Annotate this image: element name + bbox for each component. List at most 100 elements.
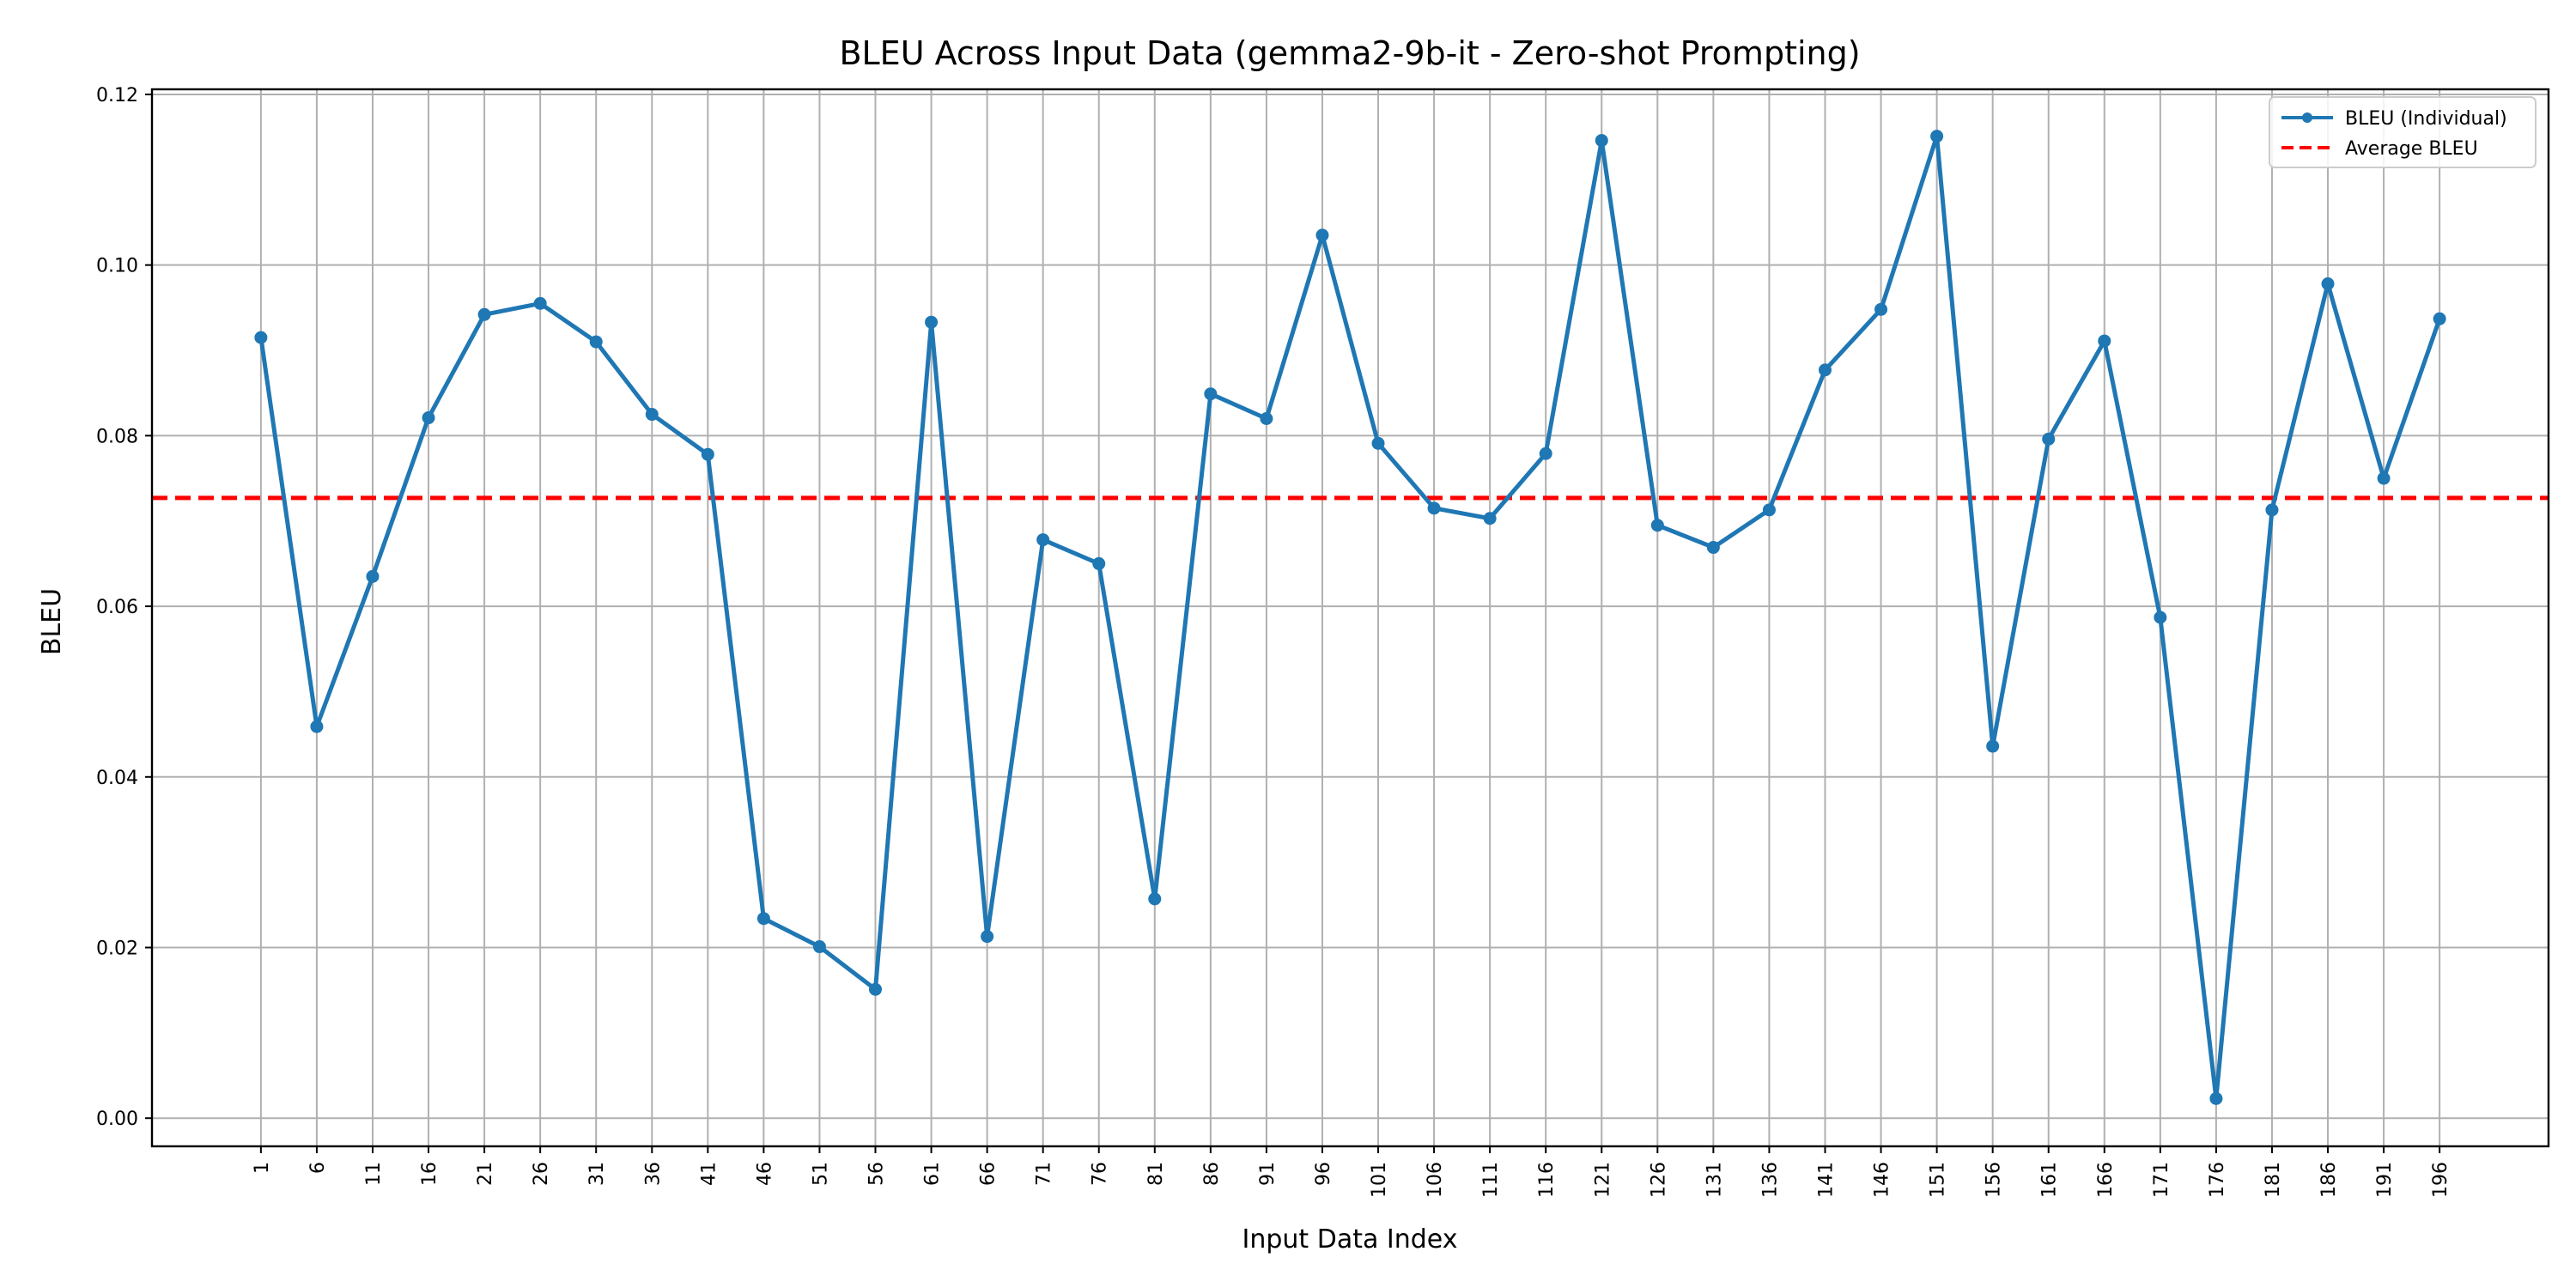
bleu-data-point bbox=[2154, 611, 2167, 624]
series-layer bbox=[254, 130, 2446, 1105]
x-tick-label: 81 bbox=[1145, 1162, 1167, 1186]
bleu-data-point bbox=[2377, 471, 2391, 485]
bleu-data-point bbox=[422, 411, 435, 425]
bleu-data-point bbox=[925, 315, 939, 329]
bleu-data-point bbox=[1427, 501, 1441, 515]
bleu-data-point bbox=[366, 569, 380, 583]
bleu-data-point bbox=[2098, 334, 2111, 348]
y-axis-ticks: 0.00 0.02 0.04 0.06 0.08 0.10 0.12 bbox=[96, 85, 152, 1130]
bleu-data-point bbox=[1650, 519, 1664, 532]
y-axis-title: BLEU bbox=[37, 588, 67, 655]
bleu-data-point bbox=[701, 447, 714, 461]
bleu-data-point bbox=[2042, 432, 2056, 446]
x-tick-label: 16 bbox=[419, 1162, 440, 1186]
x-tick-label: 156 bbox=[1984, 1162, 2005, 1198]
x-tick-label: 106 bbox=[1425, 1162, 1446, 1198]
bleu-data-point bbox=[1539, 447, 1552, 460]
grid bbox=[152, 89, 2549, 1146]
legend: BLEU (Individual) Average BLEU bbox=[2269, 96, 2537, 168]
bleu-data-point bbox=[2433, 312, 2446, 325]
bleu-data-point bbox=[1706, 541, 1720, 555]
bleu-data-point bbox=[477, 307, 491, 321]
x-tick-label: 66 bbox=[978, 1162, 999, 1186]
x-axis-title: Input Data Index bbox=[1242, 1224, 1458, 1255]
bleu-data-point bbox=[756, 912, 770, 926]
bleu-data-point bbox=[645, 408, 659, 422]
bleu-data-point bbox=[310, 720, 324, 733]
bleu-data-point bbox=[1986, 739, 2000, 753]
x-tick-label: 176 bbox=[2207, 1162, 2228, 1198]
x-tick-label: 91 bbox=[1257, 1162, 1279, 1186]
y-tick-label: 0.12 bbox=[96, 85, 138, 106]
x-tick-label: 21 bbox=[475, 1162, 496, 1186]
y-tick-label: 0.06 bbox=[96, 597, 138, 618]
x-tick-label: 6 bbox=[307, 1162, 329, 1174]
x-tick-label: 151 bbox=[1928, 1162, 1949, 1198]
plot-frame bbox=[150, 88, 2550, 1148]
bleu-data-point bbox=[1818, 363, 1832, 377]
bleu-data-point bbox=[1148, 892, 1162, 906]
x-tick-label: 171 bbox=[2151, 1162, 2172, 1198]
bleu-individual-line bbox=[258, 134, 2442, 1101]
bleu-data-point bbox=[981, 930, 994, 944]
bleu-data-point bbox=[1483, 512, 1497, 526]
bleu-data-point bbox=[589, 335, 603, 349]
x-tick-label: 101 bbox=[1369, 1162, 1390, 1198]
y-tick-label: 0.04 bbox=[96, 768, 138, 789]
x-tick-label: 56 bbox=[866, 1162, 888, 1186]
x-tick-label: 31 bbox=[586, 1162, 608, 1186]
legend-box bbox=[2269, 96, 2537, 168]
legend-label-average: Average BLEU bbox=[2345, 138, 2478, 160]
bleu-data-point bbox=[533, 296, 547, 310]
x-tick-label: 71 bbox=[1034, 1162, 1055, 1186]
bleu-data-point bbox=[1260, 412, 1273, 426]
legend-label-individual: BLEU (Individual) bbox=[2345, 108, 2507, 130]
x-tick-label: 126 bbox=[1648, 1162, 1669, 1198]
x-tick-label: 36 bbox=[642, 1162, 664, 1186]
bleu-data-point bbox=[2321, 277, 2335, 291]
x-tick-label: 191 bbox=[2374, 1162, 2396, 1198]
x-axis-ticks: 1 6 11 16 21 26 31 36 41 46 51 56 61 66 71 76 81 86 91 96 10… bbox=[252, 1146, 2451, 1198]
x-tick-label: 86 bbox=[1201, 1162, 1223, 1186]
x-tick-label: 121 bbox=[1592, 1162, 1613, 1198]
x-tick-label: 1 bbox=[252, 1162, 273, 1174]
x-tick-label: 26 bbox=[531, 1162, 552, 1186]
x-tick-label: 181 bbox=[2263, 1162, 2284, 1198]
y-tick-label: 0.10 bbox=[96, 256, 138, 277]
bleu-data-point bbox=[1315, 228, 1329, 242]
y-tick-label: 0.02 bbox=[96, 939, 138, 960]
x-tick-label: 51 bbox=[810, 1162, 831, 1186]
bleu-data-point bbox=[1371, 436, 1385, 450]
x-tick-label: 136 bbox=[1759, 1162, 1781, 1198]
bleu-data-point bbox=[1204, 387, 1218, 401]
x-tick-label: 41 bbox=[698, 1162, 720, 1186]
bleu-data-point bbox=[2265, 503, 2279, 517]
x-tick-label: 161 bbox=[2039, 1162, 2061, 1198]
x-tick-label: 116 bbox=[1536, 1162, 1558, 1198]
legend-marker-individual bbox=[2302, 112, 2312, 123]
bleu-data-point bbox=[1930, 130, 1944, 143]
x-tick-label: 11 bbox=[363, 1162, 385, 1186]
chart-title: BLEU Across Input Data (gemma2-9b-it - Z… bbox=[839, 34, 1860, 72]
x-tick-label: 76 bbox=[1090, 1162, 1111, 1186]
x-tick-label: 166 bbox=[2095, 1162, 2117, 1198]
bleu-data-point bbox=[1762, 503, 1776, 517]
bleu-data-point bbox=[869, 982, 883, 996]
bleu-data-point bbox=[1036, 533, 1050, 547]
bleu-data-point bbox=[1092, 556, 1106, 570]
y-tick-label: 0.08 bbox=[96, 426, 138, 447]
bleu-data-point bbox=[2209, 1091, 2223, 1105]
x-tick-label: 61 bbox=[922, 1162, 944, 1186]
bleu-data-point bbox=[254, 331, 268, 344]
x-tick-label: 46 bbox=[754, 1162, 775, 1186]
x-tick-label: 111 bbox=[1480, 1162, 1502, 1198]
x-tick-label: 131 bbox=[1704, 1162, 1725, 1198]
bleu-data-point bbox=[812, 940, 826, 954]
bleu-data-point bbox=[1874, 302, 1888, 316]
x-tick-label: 96 bbox=[1313, 1162, 1334, 1186]
bleu-data-point bbox=[1595, 134, 1608, 148]
x-tick-label: 141 bbox=[1815, 1162, 1837, 1198]
